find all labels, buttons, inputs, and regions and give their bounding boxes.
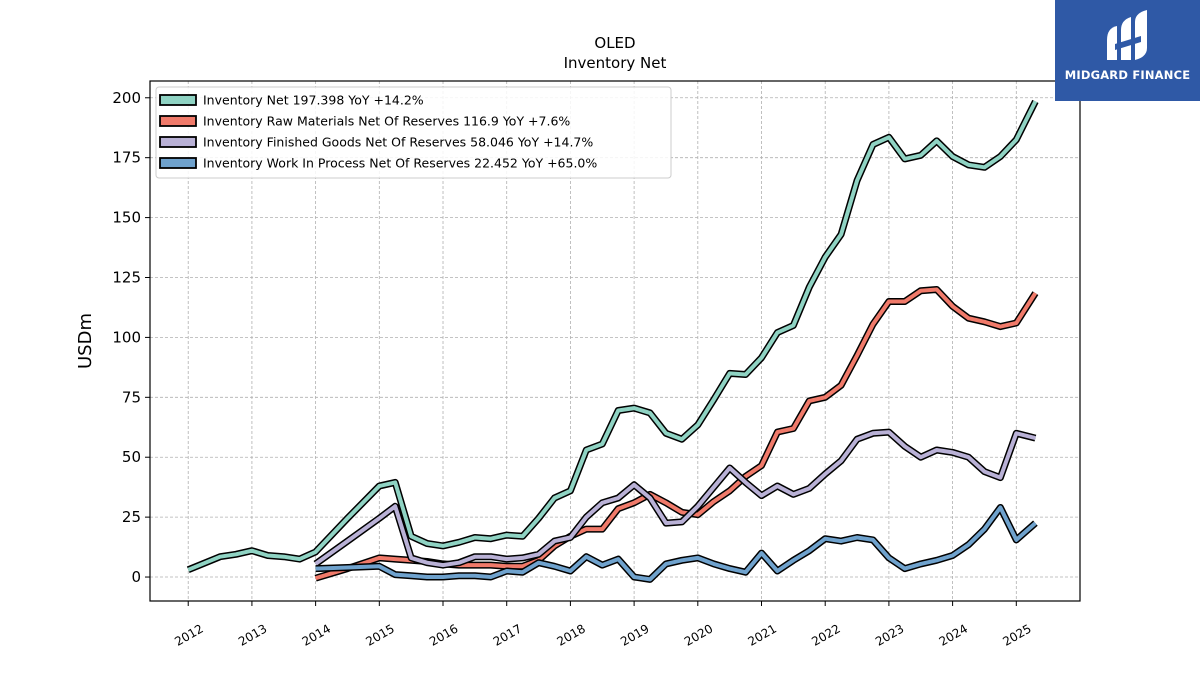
x-tick-label: 2014	[300, 621, 333, 648]
x-tick-label: 2016	[427, 621, 460, 648]
y-tick-label: 125	[112, 268, 141, 286]
x-tick-label: 2019	[618, 621, 651, 648]
series-line	[187, 100, 1038, 572]
chart-subtitle: Inventory Net	[564, 54, 667, 72]
series-line	[314, 430, 1036, 568]
y-axis-label: USDm	[75, 313, 96, 369]
series-line	[315, 505, 1037, 582]
legend-label: Inventory Finished Goods Net Of Reserves…	[203, 135, 593, 150]
logo-mark-icon	[1107, 10, 1147, 60]
x-tick-label: 2024	[937, 621, 970, 648]
legend-label: Inventory Net 197.398 YoY +14.2%	[203, 93, 424, 108]
legend-swatch	[159, 115, 197, 127]
x-tick-label: 2012	[172, 621, 205, 648]
y-tick-label: 150	[112, 209, 141, 227]
x-tick-label: 2018	[554, 621, 587, 648]
y-tick-label: 200	[112, 89, 141, 107]
x-tick-label: 2015	[363, 621, 396, 648]
legend-swatch	[159, 136, 197, 148]
legend-box	[155, 86, 672, 179]
x-tick-label: 2025	[1000, 621, 1033, 648]
x-tick-label: 2013	[236, 621, 269, 648]
legend-swatch	[159, 94, 197, 106]
logo-text: MIDGARD FINANCE	[1064, 68, 1191, 82]
y-tick-label: 0	[131, 568, 141, 586]
y-tick-label: 175	[112, 149, 141, 167]
y-tick-label: 25	[122, 508, 141, 526]
legend-label: Inventory Raw Materials Net Of Reserves …	[203, 114, 570, 129]
x-tick-label: 2020	[682, 621, 715, 648]
legend-swatch	[159, 157, 197, 169]
series-2	[313, 428, 1037, 569]
chart-title: OLED	[594, 34, 635, 52]
x-tick-label: 2023	[873, 621, 906, 648]
plot-frame	[149, 80, 1081, 602]
y-tick-label: 75	[122, 388, 141, 406]
x-tick-label: 2017	[491, 621, 524, 648]
y-tick-label: 50	[122, 448, 141, 466]
x-tick-label: 2022	[809, 621, 842, 648]
legend: Inventory Net 197.398 YoY +14.2% Inventor…	[155, 86, 672, 179]
midgard-finance-logo: MIDGARD FINANCE	[1055, 0, 1200, 101]
legend-label: Inventory Work In Process Net Of Reserve…	[203, 156, 597, 171]
x-tick-label: 2021	[746, 621, 779, 648]
series-0	[186, 99, 1039, 574]
series-3	[315, 504, 1038, 583]
y-tick-label: 100	[112, 328, 141, 346]
series-lines	[186, 99, 1039, 583]
